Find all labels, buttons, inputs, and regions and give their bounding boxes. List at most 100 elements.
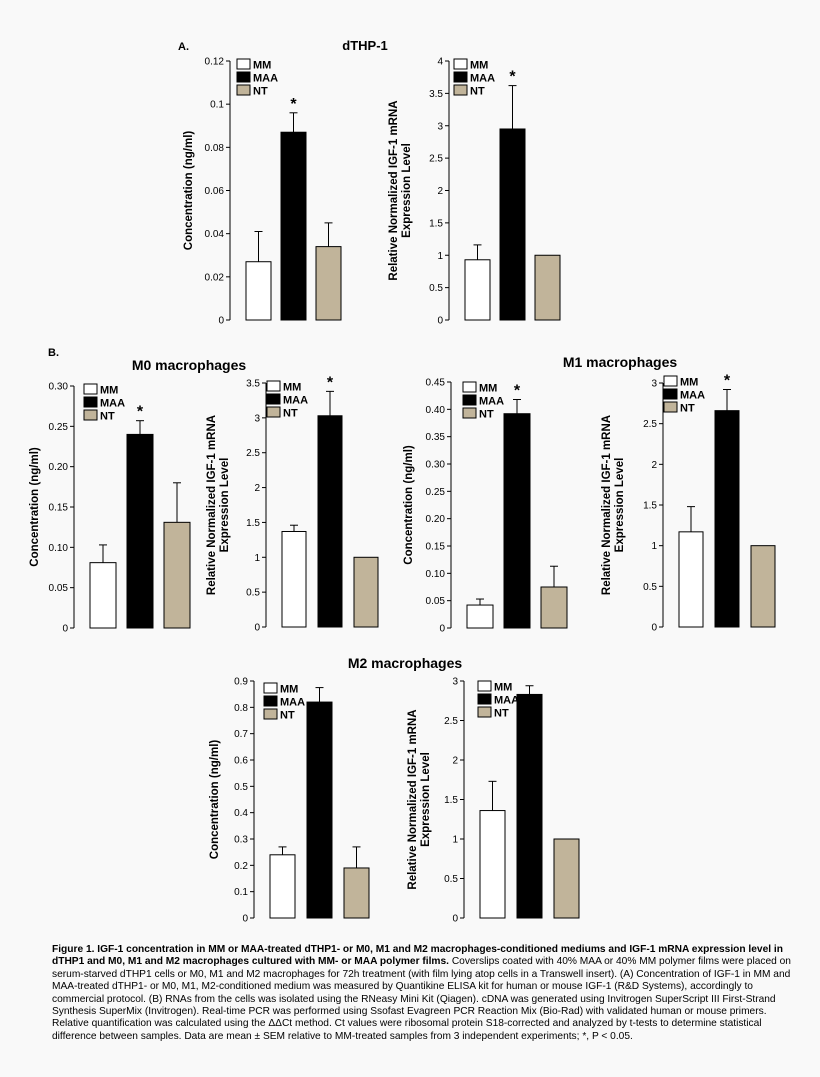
y-tick-label: 0.25 [426, 487, 446, 498]
legend-swatch-maa [453, 71, 468, 83]
y-tick-label: 0.20 [426, 514, 446, 525]
legend-label-mm: MM [100, 385, 118, 397]
legend-label-maa: MAA [283, 395, 308, 407]
y-axis-label-line2: Expression Level [219, 458, 231, 553]
legend-swatch-mm [453, 58, 468, 70]
legend-label-nt: NT [680, 403, 695, 415]
legend-label-nt: NT [494, 708, 509, 720]
y-tick-label: 0.15 [49, 503, 69, 514]
y-tick-label: 3 [452, 677, 458, 688]
y-tick-label: 0.20 [49, 462, 69, 473]
bar-mm [464, 259, 491, 321]
y-axis-label-line2: Expression Level [614, 458, 626, 553]
legend-swatch-maa [236, 71, 251, 83]
y-axis-label-line1: Relative Normalized IGF-1 mRNA [601, 415, 613, 595]
y-tick-label: 0.45 [426, 378, 446, 389]
panel-label-b: B. [48, 347, 59, 359]
bar-maa [317, 415, 343, 628]
y-tick-label: 0.04 [205, 229, 225, 240]
y-tick-label: 0 [242, 914, 248, 925]
legend-swatch-nt [663, 401, 678, 413]
legend-label-nt: NT [470, 86, 485, 98]
section-title-m1: M1 macrophages [563, 354, 678, 370]
y-axis-label-line1: Relative Normalized IGF-1 mRNA [407, 709, 419, 889]
figure-canvas: A. B. dTHP-1 M0 macrophages M1 macrophages M2… [29, 38, 776, 925]
y-tick-label: 0.35 [426, 432, 446, 443]
y-tick-label: 3 [651, 379, 657, 390]
bar-maa [280, 131, 307, 321]
legend-label-nt: NT [100, 411, 115, 423]
chart-3: 0 0.05 0.10 0.15 0.20 0.25 0.30 Concentration (… [29, 382, 191, 635]
y-axis-label: Concentration (ng/ml) [403, 445, 415, 565]
bar-maa [714, 410, 740, 628]
y-tick-label: 0.06 [205, 186, 225, 197]
bar-nt [343, 867, 370, 919]
chart-4: 0 0.5 1 1.5 2 2.5 3 3.5 Relative Normalized IGF-… [206, 374, 379, 634]
legend-swatch-nt [83, 409, 98, 421]
bar-maa [126, 433, 154, 629]
y-tick-label: 0 [218, 316, 224, 327]
y-tick-label: 0.9 [234, 677, 248, 688]
legend-swatch-nt [236, 84, 251, 96]
y-axis-label: Concentration (ng/ml) [183, 131, 195, 251]
y-tick-label: 0 [452, 914, 458, 925]
significance-mark-maa: * [327, 374, 334, 391]
y-tick-label: 0.1 [210, 100, 224, 111]
y-tick-label: 2.5 [444, 716, 458, 727]
y-tick-label: 0.4 [234, 808, 248, 819]
legend-swatch-maa [462, 394, 477, 406]
legend-swatch-nt [477, 706, 492, 718]
y-tick-label: 0.10 [49, 543, 69, 554]
y-tick-label: 1 [651, 541, 657, 552]
caption-text: Coverslips coated with 40% MAA or 40% MM… [52, 956, 791, 1042]
y-tick-label: 0.05 [49, 583, 69, 594]
y-tick-label: 0.30 [426, 460, 446, 471]
section-title-m0: M0 macrophages [132, 357, 247, 373]
bar-maa [499, 128, 526, 321]
legend-swatch-maa [477, 693, 492, 705]
legend-label-maa: MAA [280, 697, 305, 709]
legend-label-maa: MAA [253, 73, 278, 85]
y-tick-label: 2 [437, 186, 443, 197]
legend-swatch-mm [83, 383, 98, 395]
legend-label-maa: MAA [100, 398, 125, 410]
y-tick-label: 0.10 [426, 569, 446, 580]
y-tick-label: 0.08 [205, 143, 225, 154]
bar-nt [750, 545, 776, 628]
chart-1: 0 0.02 0.04 0.06 0.08 0.1 0.12 Concentration (n… [183, 57, 342, 327]
legend-swatch-mm [266, 380, 281, 392]
bar-maa [503, 413, 531, 629]
y-tick-label: 0.15 [426, 542, 446, 553]
y-tick-label: 0.5 [429, 283, 443, 294]
legend-swatch-nt [263, 708, 278, 720]
y-tick-label: 3.5 [429, 89, 443, 100]
y-axis-label-line1: Relative Normalized IGF-1 mRNA [388, 100, 400, 280]
y-tick-label: 0 [651, 623, 657, 634]
significance-mark-maa: * [509, 69, 516, 86]
y-tick-label: 0.6 [234, 756, 248, 767]
y-tick-label: 0.25 [49, 422, 69, 433]
legend-swatch-mm [663, 375, 678, 387]
y-tick-label: 0.2 [234, 861, 248, 872]
y-axis-label-line2: Expression Level [420, 752, 432, 847]
y-tick-label: 0.40 [426, 405, 446, 416]
y-tick-label: 2.5 [643, 419, 657, 430]
y-tick-label: 1.5 [429, 218, 443, 229]
bar-mm [281, 530, 307, 628]
bar-nt [315, 246, 342, 321]
figure-caption: Figure 1. IGF-1 concentration in MM or M… [52, 944, 794, 1043]
y-tick-label: 2.5 [246, 448, 260, 459]
bar-mm [89, 562, 117, 629]
y-tick-label: 0.05 [426, 596, 446, 607]
section-title-dthp1: dTHP-1 [342, 38, 388, 53]
y-tick-label: 1.5 [643, 501, 657, 512]
y-tick-label: 0.7 [234, 729, 248, 740]
bar-mm [479, 810, 506, 919]
bar-nt [163, 521, 191, 629]
y-tick-label: 1 [452, 835, 458, 846]
y-tick-label: 2 [651, 460, 657, 471]
section-title-m2: M2 macrophages [348, 655, 463, 671]
y-tick-label: 0 [62, 624, 68, 635]
legend-label-mm: MM [470, 60, 488, 72]
y-tick-label: 0.30 [49, 382, 69, 393]
